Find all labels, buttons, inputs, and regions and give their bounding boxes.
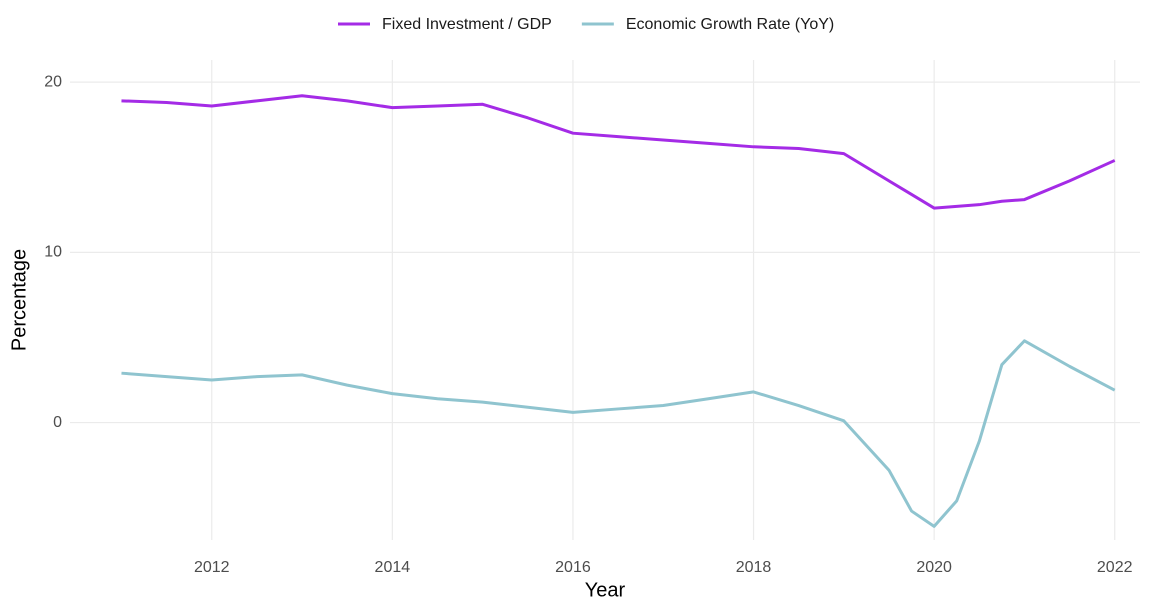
grid	[70, 60, 1140, 540]
x-tick-label: 2012	[194, 559, 230, 576]
x-axis-title: Year	[585, 579, 626, 601]
x-tick-label: 2018	[736, 559, 772, 576]
x-tick-label: 2014	[375, 559, 411, 576]
y-tick-label: 0	[53, 414, 62, 431]
legend-label: Fixed Investment / GDP	[382, 16, 552, 33]
x-tick-label: 2022	[1097, 559, 1133, 576]
x-tick-label: 2020	[916, 559, 952, 576]
y-tick-label: 20	[44, 73, 62, 90]
legend-label: Economic Growth Rate (YoY)	[626, 16, 834, 33]
x-tick-label: 2016	[555, 559, 591, 576]
y-axis-title: Percentage	[8, 249, 30, 351]
y-tick-label: 10	[44, 244, 62, 261]
legend: Fixed Investment / GDP Economic Growth Ra…	[338, 16, 834, 33]
line	[121, 339, 1116, 528]
line	[121, 94, 1116, 210]
